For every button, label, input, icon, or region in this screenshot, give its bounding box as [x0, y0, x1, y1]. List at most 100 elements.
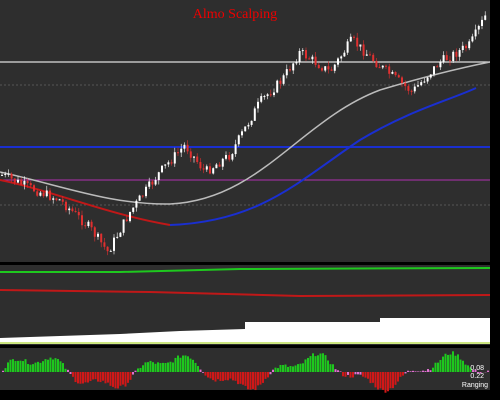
hist-bar: [357, 372, 359, 375]
hist-bar: [307, 357, 309, 372]
candle-body: [129, 211, 131, 222]
hist-bar: [317, 355, 319, 372]
hist-bar: [397, 372, 399, 382]
hist-bar: [449, 354, 452, 372]
hist-bar: [464, 364, 467, 372]
candle-body: [23, 180, 26, 185]
hist-bar: [247, 372, 249, 390]
candle-body: [260, 96, 263, 102]
candle-body: [106, 246, 109, 252]
candle-body: [353, 36, 355, 38]
hist-bar: [354, 372, 357, 375]
hist-bar: [202, 372, 204, 373]
candle-body: [209, 166, 211, 174]
candle-body: [161, 165, 163, 173]
candle-body: [381, 65, 384, 68]
hist-bar: [184, 355, 187, 372]
candle-body: [349, 36, 352, 42]
hist-bar: [79, 372, 82, 384]
hist-bar: [94, 372, 97, 380]
hist-bar: [314, 356, 317, 372]
hist-bar: [67, 369, 69, 372]
slow-ma: [0, 61, 491, 205]
candle-body: [186, 144, 189, 152]
hist-bar: [224, 372, 227, 381]
candle-body: [148, 181, 151, 187]
hist-bar: [479, 372, 482, 374]
hist-bar: [387, 372, 389, 392]
candle-body: [455, 51, 458, 57]
candle-body: [295, 62, 298, 64]
hist-bar: [462, 360, 464, 372]
chart-title: Almo Scalping: [193, 7, 277, 22]
hist-bar: [242, 372, 244, 385]
candle-body: [49, 190, 51, 200]
hist-bar: [217, 372, 219, 380]
candle-body: [212, 168, 215, 174]
candle-body: [228, 155, 231, 160]
hist-bar: [249, 372, 252, 390]
candle-body: [324, 66, 327, 71]
candle-body: [109, 250, 112, 252]
candle-body: [202, 168, 205, 170]
hist-bar: [114, 372, 117, 389]
hist-bar: [347, 372, 349, 375]
hist-bar: [119, 372, 122, 386]
hist-bar: [382, 372, 384, 390]
hist-bar: [422, 370, 424, 372]
hist-bar: [269, 372, 272, 375]
blue-ma: [169, 87, 477, 226]
candle-body: [433, 66, 435, 75]
hist-bar: [27, 364, 29, 372]
candle-body: [7, 173, 10, 175]
hist-bar: [322, 353, 324, 372]
hist-bar: [32, 364, 34, 372]
hist-bar: [469, 367, 472, 372]
hist-bar: [352, 372, 354, 378]
hist-bar: [164, 362, 167, 372]
hist-bar: [302, 363, 304, 372]
hist-bar: [144, 362, 147, 372]
hist-bar: [407, 370, 409, 372]
hist-bar: [452, 351, 454, 372]
candle-body: [484, 15, 487, 20]
hist-bar: [127, 372, 129, 383]
hist-bar: [97, 372, 99, 382]
candle-body: [372, 54, 375, 61]
hist-bar: [232, 372, 234, 381]
hist-bar: [229, 372, 232, 379]
candle-body: [61, 199, 64, 202]
hist-bar: [334, 369, 337, 372]
candle-body: [429, 74, 432, 78]
hist-bar: [29, 364, 32, 372]
hist-bar: [194, 362, 197, 372]
hist-bar: [394, 372, 397, 385]
candle-body: [87, 221, 90, 226]
hist-bar: [254, 372, 257, 391]
hist-bar: [412, 370, 414, 372]
hist-bar: [234, 372, 237, 381]
hist-bar: [399, 372, 402, 377]
hist-bar: [132, 372, 134, 375]
hist-bar: [42, 361, 44, 372]
hist-bar: [72, 372, 74, 377]
hist-bar: [277, 368, 279, 372]
hist-bar: [379, 372, 382, 389]
candle-body: [244, 126, 247, 132]
hist-bar: [59, 361, 62, 372]
candle-body: [33, 185, 35, 192]
hist-bar: [192, 359, 194, 372]
hist-bar: [64, 368, 67, 372]
hist-bar: [112, 372, 114, 387]
hist-bar: [267, 372, 269, 378]
candle-body: [420, 82, 423, 86]
candle-body: [154, 180, 157, 185]
hist-bar: [362, 372, 364, 377]
candle-body: [461, 45, 464, 51]
candle-body: [481, 19, 483, 26]
candle-body: [308, 58, 311, 60]
candle-body: [231, 154, 234, 160]
candle-body: [333, 64, 336, 71]
candle-body: [10, 173, 13, 179]
